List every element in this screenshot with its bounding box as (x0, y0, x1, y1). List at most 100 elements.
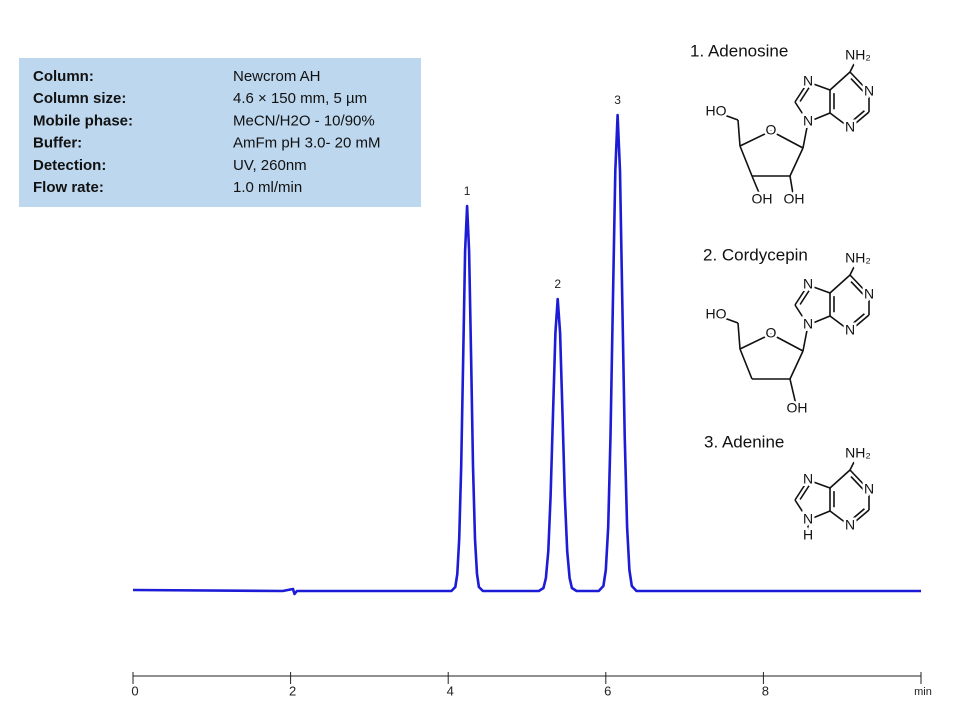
atom-label: NH₂ (845, 250, 871, 266)
bond (850, 110, 865, 123)
condition-label: Detection: (33, 157, 106, 174)
bond (799, 87, 810, 102)
atom-label: H (803, 527, 813, 543)
atom-label: N (803, 276, 813, 292)
x-tick-label: 8 (762, 683, 769, 698)
atom-label: NH₂ (845, 445, 871, 461)
x-tick-label: 6 (604, 683, 611, 698)
bond (829, 315, 851, 332)
atom-label: N (864, 481, 874, 497)
atom-label: N (803, 73, 813, 89)
atom-label: N (803, 316, 813, 332)
bond (737, 119, 741, 147)
bond (829, 71, 851, 91)
atom-label: NH₂ (845, 47, 871, 63)
x-tick-label: 4 (447, 683, 454, 698)
conditions: Column: Newcrom AH Column size: 4.6 × 150 m… (33, 68, 381, 196)
bond (849, 453, 859, 471)
condition-label: Column size: (33, 90, 126, 107)
bond (770, 130, 804, 149)
peak-label: 3 (614, 93, 621, 107)
bond (739, 348, 753, 380)
bond (807, 284, 831, 294)
atom-label: OH (752, 191, 773, 207)
bond (829, 274, 851, 294)
bond (807, 510, 831, 521)
bond (849, 71, 870, 93)
bond (807, 112, 831, 123)
atom-label: N (864, 83, 874, 99)
bond (849, 509, 870, 527)
bond (849, 469, 870, 491)
bond (829, 510, 851, 527)
bond (849, 55, 859, 73)
atom-label: O (766, 122, 777, 138)
bond (794, 101, 809, 123)
peak-label: 1 (464, 184, 471, 198)
bond (850, 508, 865, 521)
condition-value: Newcrom AH (233, 68, 321, 85)
condition-value: 1.0 ml/min (233, 179, 302, 196)
bond (794, 499, 809, 521)
x-axis-label: min (914, 686, 932, 698)
bond (802, 121, 809, 149)
bond (751, 175, 763, 201)
condition-label: Buffer: (33, 135, 82, 152)
atom-label: OH (787, 400, 808, 416)
bond (715, 111, 739, 121)
bond (737, 322, 741, 350)
compound-name: 3. Adenine (704, 432, 784, 451)
bond (794, 81, 809, 103)
condition-value: UV, 260nm (233, 157, 307, 174)
bond (794, 284, 809, 306)
bond (850, 280, 865, 297)
bond (829, 112, 851, 129)
bond (739, 145, 753, 177)
bond (739, 130, 772, 147)
atom-label: O (766, 325, 777, 341)
bond (850, 77, 865, 94)
compound-name: 1. Adenosine (690, 41, 788, 60)
atom-label: HO (706, 103, 727, 119)
peak-label: 2 (554, 277, 561, 291)
conditions-box (19, 58, 421, 207)
chromatogram-trace (132, 113, 921, 596)
bond (849, 111, 870, 129)
condition-label: Flow rate: (33, 179, 104, 196)
bond (715, 314, 739, 324)
atom-label: HO (706, 306, 727, 322)
bond (789, 147, 804, 177)
bond (739, 333, 772, 350)
bond (849, 314, 870, 332)
condition-value: MeCN/H2O - 10/90% (233, 112, 375, 129)
bond (799, 290, 810, 305)
bond (770, 333, 804, 352)
bond (794, 479, 809, 501)
atom-label: N (803, 113, 813, 129)
compound-name: 2. Cordycepin (703, 245, 808, 264)
atom-label: N (864, 286, 874, 302)
x-tick-label: 2 (289, 683, 296, 698)
atom-label: N (845, 322, 855, 338)
chart: 0 2 4 6 8 min 1 2 3 (131, 93, 931, 698)
condition-value: AmFm pH 3.0- 20 mM (233, 135, 381, 152)
bond (789, 175, 795, 201)
x-tick-label: 0 (131, 683, 138, 698)
bond (794, 304, 809, 326)
atom-label: N (803, 471, 813, 487)
bond (849, 274, 870, 296)
bond (807, 479, 831, 489)
atom-label: N (845, 517, 855, 533)
condition-value: 4.6 × 150 mm, 5 µm (233, 90, 367, 107)
atom-label: OH (784, 191, 805, 207)
bond (799, 485, 810, 500)
atom-label: N (845, 119, 855, 135)
bond (850, 475, 865, 492)
bond (807, 315, 831, 326)
bond (807, 81, 831, 91)
atom-label: N (803, 511, 813, 527)
bond (829, 469, 851, 489)
bond (849, 258, 859, 276)
